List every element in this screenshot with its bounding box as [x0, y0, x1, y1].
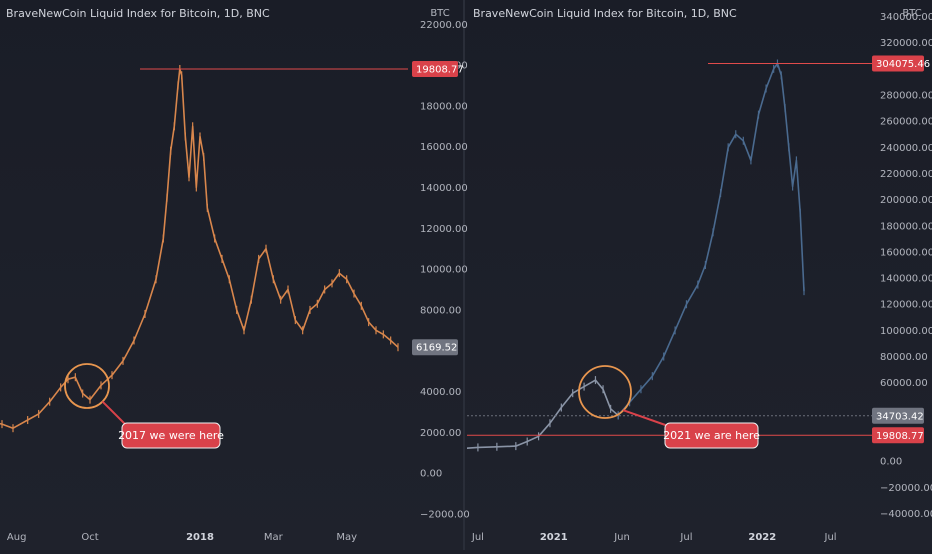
x-tick-label: Jun: [613, 532, 630, 543]
x-tick-label: Mar: [264, 532, 284, 543]
y-tick-label: 280000.00: [880, 91, 932, 102]
price-tag: [412, 60, 458, 77]
y-tick-label: 8000.00: [420, 305, 461, 316]
callout-box: [664, 422, 759, 449]
chart-panel-2: BraveNewCoin Liquid Index for Bitcoin, 1…: [467, 7, 932, 543]
y-tick-label: 12000.00: [420, 224, 468, 235]
last-price-tag: [872, 407, 924, 424]
price-tag-label: 304075.46: [876, 59, 930, 70]
y-tick-label: 200000.00: [880, 195, 932, 206]
panel-divider: [463, 0, 465, 550]
y-tick-label: 0.00: [420, 469, 442, 480]
y-tick-label: −40000.00: [880, 509, 932, 520]
callout-label: 2021 we are here: [663, 429, 760, 442]
price-tag-label: 19808.77: [416, 64, 464, 75]
y-tick-label: 160000.00: [880, 247, 932, 258]
x-tick-label: Aug: [7, 532, 27, 543]
y-tick-label: 120000.00: [880, 300, 932, 311]
y-tick-label: 0.00: [880, 457, 902, 468]
y-tick-label: 240000.00: [880, 143, 932, 154]
x-tick-label: 2022: [748, 532, 776, 543]
y-tick-label: 260000.00: [880, 117, 932, 128]
y-tick-label: 14000.00: [420, 183, 468, 194]
last-price-label: 34703.42: [876, 411, 924, 422]
y-tick-label: 60000.00: [880, 378, 928, 389]
callout-circle: [578, 365, 632, 419]
callout-pointer: [101, 400, 129, 428]
y-tick-label: 140000.00: [880, 274, 932, 285]
price-series-line: [0, 68, 399, 429]
y-tick-label: 4000.00: [420, 387, 461, 398]
y-tick-label: 80000.00: [880, 352, 928, 363]
callout-box: [121, 422, 221, 449]
x-tick-label: May: [336, 532, 357, 543]
price-tag: [872, 55, 924, 72]
x-tick-label: 2021: [540, 532, 568, 543]
y-tick-label: 180000.00: [880, 221, 932, 232]
chart-title: BraveNewCoin Liquid Index for Bitcoin, 1…: [6, 7, 270, 20]
plot-area: [467, 59, 805, 452]
x-tick-label: 2018: [186, 532, 214, 543]
x-tick-label: Oct: [81, 532, 98, 543]
callout-pointer: [622, 409, 672, 428]
y-tick-label: 22000.00: [420, 20, 468, 31]
y-tick-label: −2000.00: [420, 509, 470, 520]
price-tag-label: 19808.77: [876, 431, 924, 442]
currency-label: BTC: [430, 8, 449, 19]
y-tick-label: 320000.00: [880, 38, 932, 49]
y-tick-label: 16000.00: [420, 142, 468, 153]
x-tick-label: Jul: [679, 532, 692, 543]
last-price-label: 6169.52: [416, 343, 457, 354]
y-tick-label: 10000.00: [420, 265, 468, 276]
chart-title: BraveNewCoin Liquid Index for Bitcoin, 1…: [473, 7, 737, 20]
callout-label: 2017 we were here: [118, 429, 224, 442]
y-tick-label: 220000.00: [880, 169, 932, 180]
y-tick-label: 340000.00: [880, 12, 932, 23]
y-tick-label: 2000.00: [420, 428, 461, 439]
callout-circle: [64, 363, 110, 409]
y-tick-label: 100000.00: [880, 326, 932, 337]
last-price-tag: [412, 339, 458, 356]
y-tick-label: −20000.00: [880, 483, 932, 494]
price-tag: [872, 427, 924, 444]
x-tick-label: Jul: [471, 532, 484, 543]
price-series-line: [617, 62, 805, 416]
chart-panel-1: BraveNewCoin Liquid Index for Bitcoin, 1…: [0, 7, 470, 543]
y-tick-label: 18000.00: [420, 101, 468, 112]
x-tick-label: Jul: [824, 532, 837, 543]
currency-label: BTC: [902, 8, 921, 19]
plot-area: [0, 64, 399, 433]
